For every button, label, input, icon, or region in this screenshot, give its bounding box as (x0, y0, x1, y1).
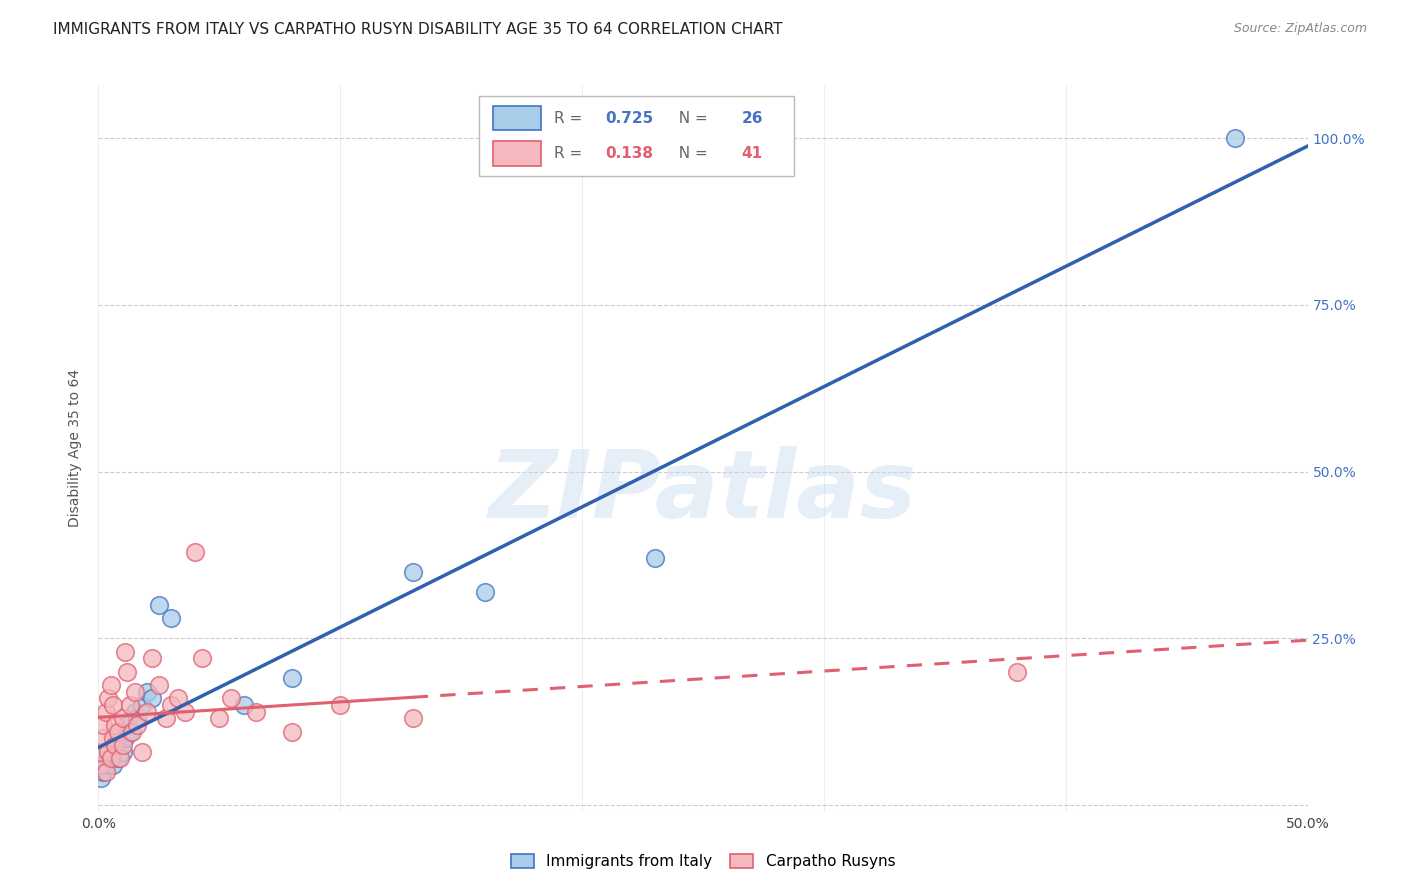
Point (131, 745, 153, 759)
Point (141, 651, 163, 665)
Text: Source: ZipAtlas.com: Source: ZipAtlas.com (1233, 22, 1367, 36)
Point (155, 711, 177, 725)
Point (94, 758, 117, 772)
Text: R =: R = (554, 145, 588, 161)
Point (111, 745, 134, 759)
Point (232, 698, 254, 712)
Point (111, 711, 134, 725)
Point (131, 698, 153, 712)
Point (107, 751, 129, 765)
Point (117, 665, 139, 679)
Point (1007, 665, 1029, 679)
Point (135, 684, 157, 698)
Text: 41: 41 (742, 145, 763, 161)
FancyBboxPatch shape (492, 105, 541, 130)
Point (100, 751, 122, 765)
FancyBboxPatch shape (479, 95, 793, 176)
Point (104, 745, 127, 759)
Text: N =: N = (669, 145, 713, 161)
Point (141, 691, 163, 706)
Point (101, 698, 124, 712)
Point (644, 551, 666, 566)
Point (97, 751, 120, 765)
Point (101, 731, 124, 746)
Point (97, 691, 120, 706)
Point (167, 691, 190, 706)
Point (402, 565, 425, 579)
Point (281, 724, 304, 739)
Point (121, 724, 143, 739)
Point (329, 698, 352, 712)
Text: R =: R = (554, 111, 588, 126)
Point (124, 705, 146, 719)
Point (108, 751, 131, 765)
Point (281, 671, 304, 685)
Point (127, 718, 149, 732)
Text: N =: N = (669, 111, 713, 126)
Point (117, 718, 139, 732)
FancyBboxPatch shape (492, 141, 541, 166)
Point (118, 724, 141, 739)
Point (104, 718, 127, 732)
Point (90, 745, 112, 759)
Point (148, 598, 170, 612)
Point (101, 758, 124, 772)
Text: 0.138: 0.138 (605, 145, 652, 161)
Text: IMMIGRANTS FROM ITALY VS CARPATHO RUSYN DISABILITY AGE 35 TO 64 CORRELATION CHAR: IMMIGRANTS FROM ITALY VS CARPATHO RUSYN … (53, 22, 783, 37)
Point (91, 764, 114, 779)
Point (91, 718, 114, 732)
Point (104, 738, 127, 752)
Point (191, 651, 214, 665)
Point (160, 611, 183, 625)
Point (90, 772, 112, 786)
Point (402, 711, 425, 725)
Point (100, 751, 122, 765)
Point (174, 705, 197, 719)
Point (1223, 131, 1246, 145)
Point (208, 711, 231, 725)
Point (135, 705, 157, 719)
Point (221, 691, 243, 706)
Point (90, 758, 112, 772)
Point (91, 731, 114, 746)
Point (94, 764, 117, 779)
Point (474, 584, 496, 599)
Point (245, 705, 267, 719)
Point (94, 705, 117, 719)
Point (160, 698, 183, 712)
Point (118, 698, 141, 712)
Text: ZIPatlas: ZIPatlas (489, 446, 917, 538)
Point (114, 645, 136, 659)
Point (114, 731, 136, 746)
Legend: Immigrants from Italy, Carpatho Rusyns: Immigrants from Italy, Carpatho Rusyns (505, 848, 901, 875)
Point (148, 678, 170, 692)
Point (124, 684, 146, 698)
Text: 0.725: 0.725 (605, 111, 654, 126)
Point (184, 544, 207, 558)
Point (97, 745, 120, 759)
Text: 26: 26 (742, 111, 763, 126)
Point (107, 724, 129, 739)
Point (100, 678, 122, 692)
Point (111, 738, 134, 752)
Y-axis label: Disability Age 35 to 64: Disability Age 35 to 64 (69, 369, 83, 527)
Point (108, 738, 131, 752)
Point (127, 711, 149, 725)
